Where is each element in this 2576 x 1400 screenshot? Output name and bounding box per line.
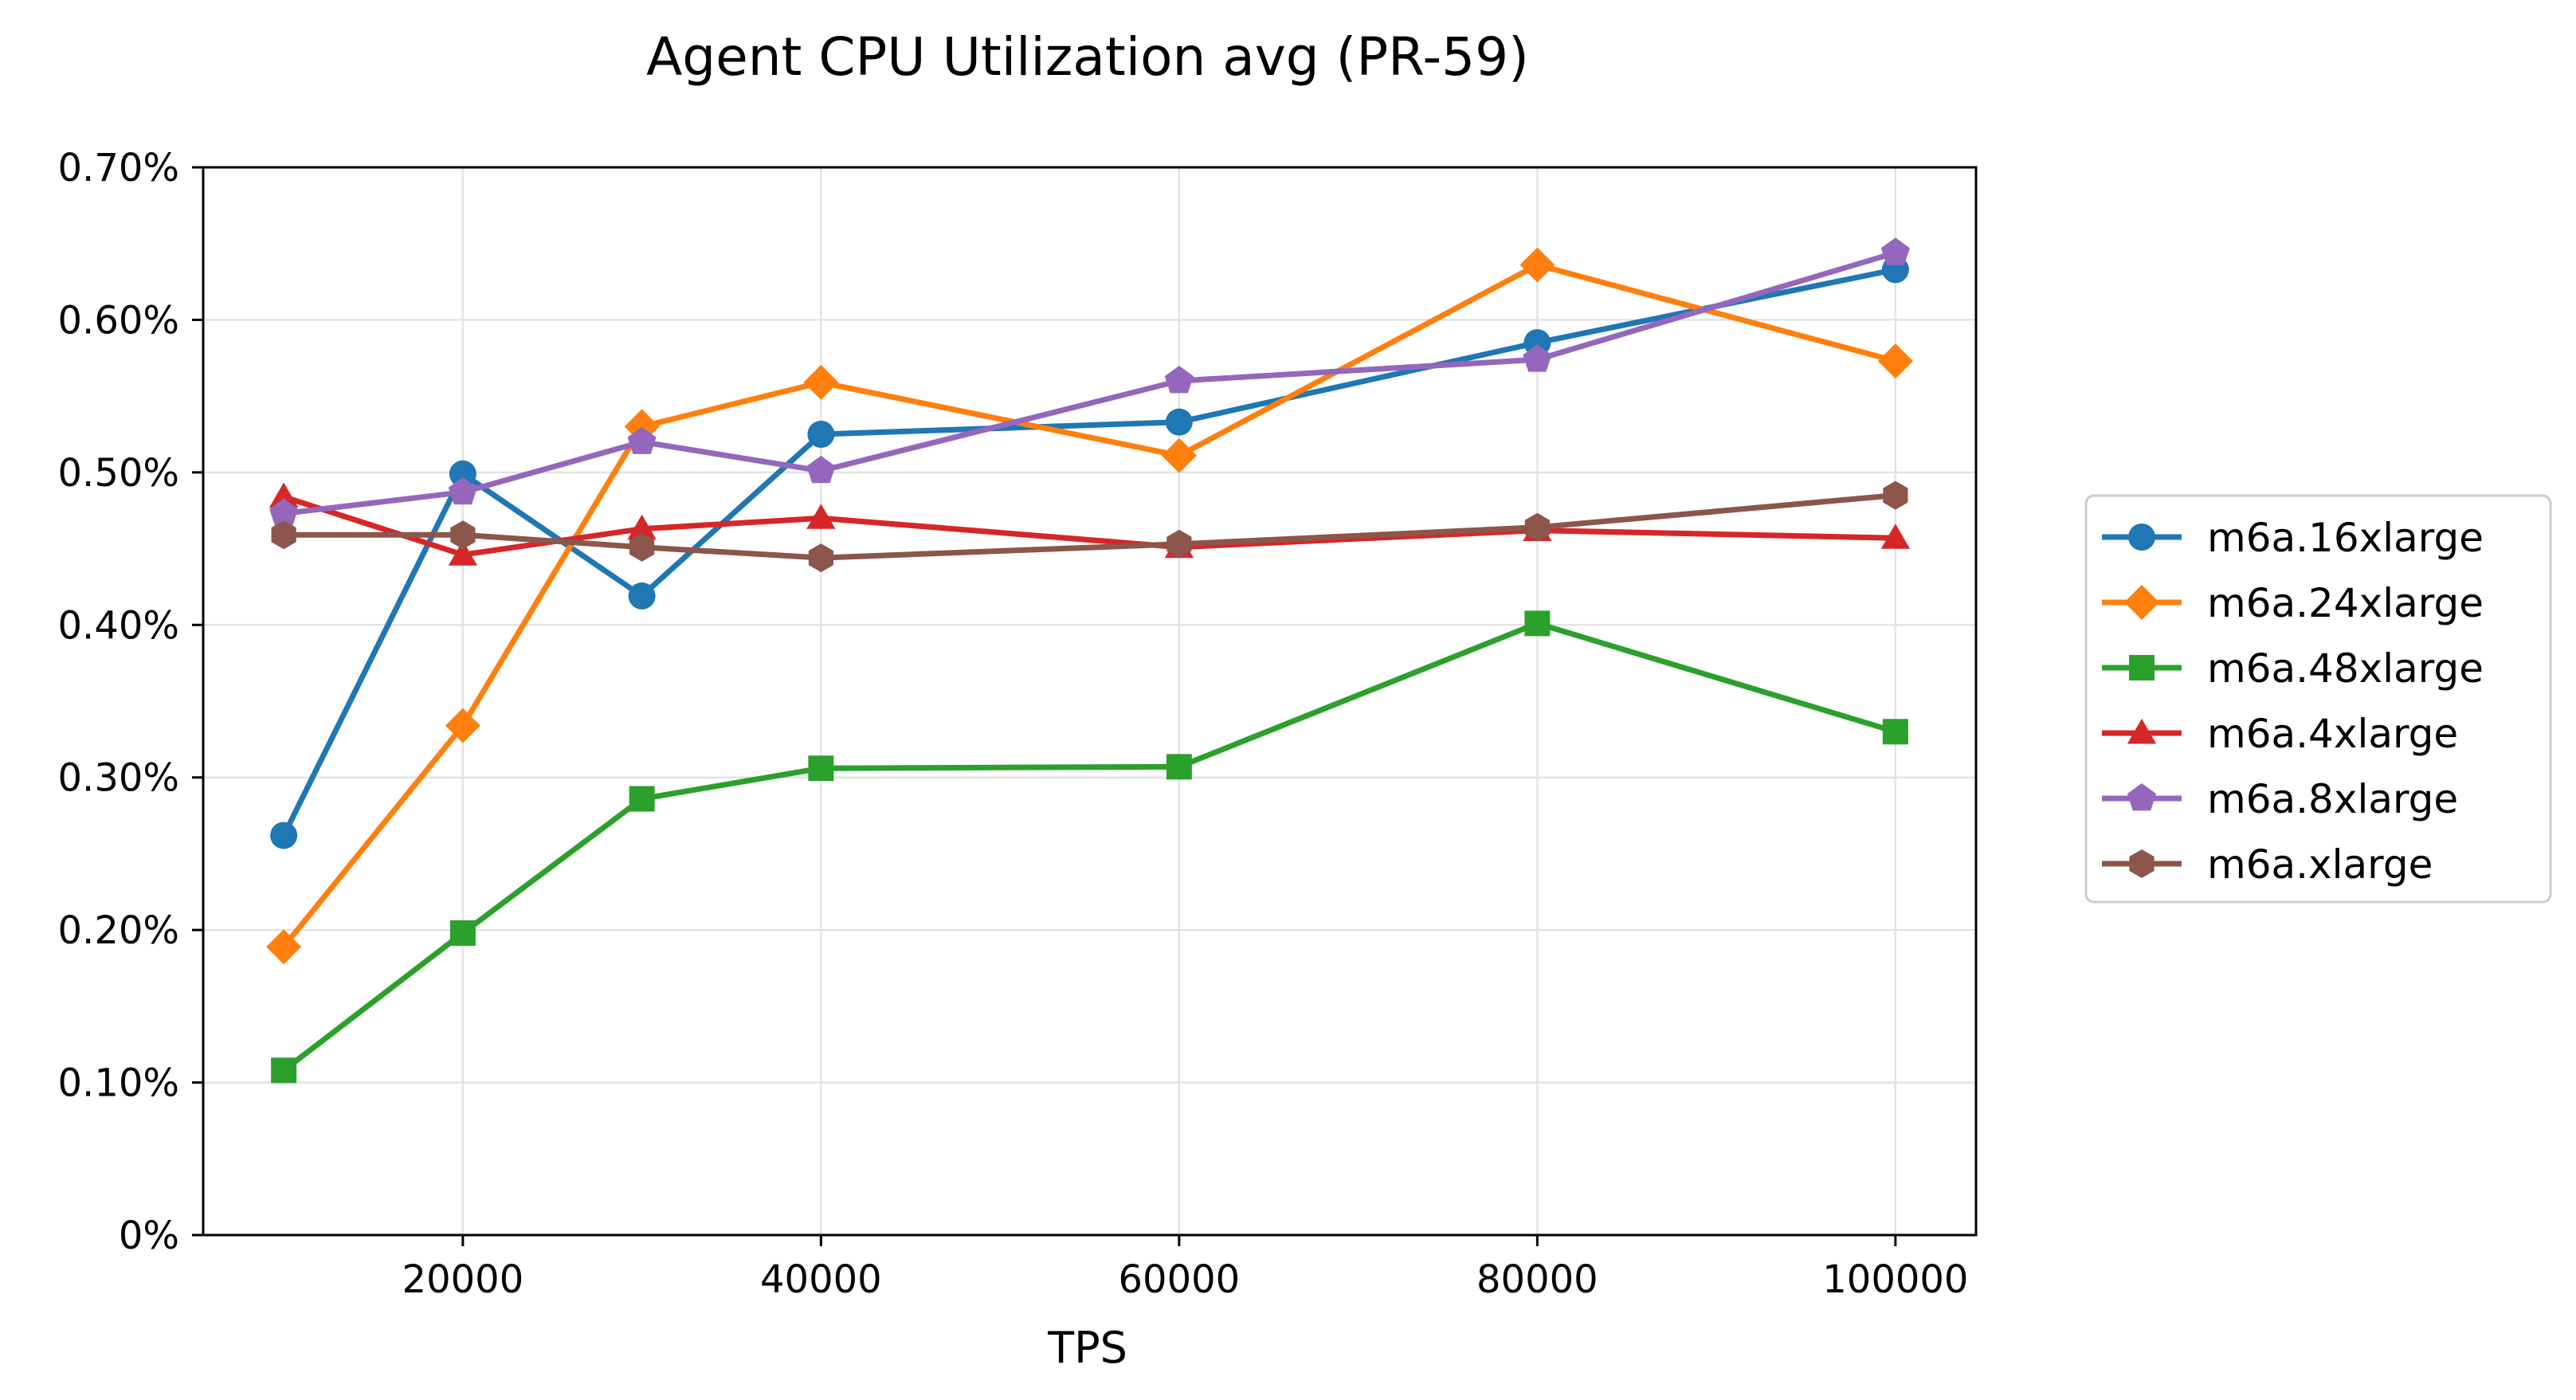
data-point xyxy=(1880,524,1911,549)
data-point xyxy=(806,504,836,529)
data-point xyxy=(271,1057,297,1084)
x-tick-label: 80000 xyxy=(1476,1257,1598,1302)
y-tick-label: 0.20% xyxy=(58,908,179,953)
data-point xyxy=(1880,237,1910,265)
data-point xyxy=(808,755,834,782)
legend-label: m6a.xlarge xyxy=(2207,841,2433,888)
y-tick-label: 0.10% xyxy=(58,1061,179,1106)
series-m6a.8xlarge xyxy=(269,237,1910,526)
legend-item: m6a.xlarge xyxy=(2102,841,2433,888)
legend-marker xyxy=(2127,783,2157,811)
data-point xyxy=(269,482,299,508)
data-point xyxy=(269,498,299,526)
grid xyxy=(203,166,1976,1237)
data-point xyxy=(1161,437,1197,473)
data-point xyxy=(1877,343,1913,379)
series-m6a.4xlarge xyxy=(269,482,1911,566)
x-tick-label: 60000 xyxy=(1119,1257,1241,1302)
data-point xyxy=(448,476,477,505)
legend-label: m6a.16xlarge xyxy=(2207,515,2484,561)
data-point xyxy=(266,929,302,965)
y-tick-label: 0% xyxy=(119,1214,179,1258)
data-point xyxy=(1519,247,1555,283)
data-point xyxy=(1164,366,1194,394)
data-point xyxy=(1883,480,1908,510)
x-tick-label: 100000 xyxy=(1822,1257,1968,1302)
data-point xyxy=(449,920,476,946)
legend-marker xyxy=(2129,849,2155,878)
y-tick-label: 0.50% xyxy=(58,451,179,496)
data-point xyxy=(629,786,655,812)
data-point xyxy=(807,421,835,448)
series-m6a.24xlarge xyxy=(266,247,1913,965)
data-point xyxy=(1166,754,1192,780)
data-point xyxy=(803,364,839,400)
series-m6a.16xlarge xyxy=(270,256,1909,849)
data-point xyxy=(806,455,836,484)
legend-label: m6a.8xlarge xyxy=(2207,776,2458,822)
data-point xyxy=(450,520,476,550)
data-point xyxy=(628,582,656,610)
plot-frame xyxy=(202,166,1978,1237)
legend-item: m6a.16xlarge xyxy=(2102,515,2484,561)
data-point xyxy=(808,543,833,573)
chart-title: Agent CPU Utilization avg (PR-59) xyxy=(646,26,1529,88)
y-tick-label: 0.30% xyxy=(58,756,179,801)
data-point xyxy=(1165,408,1193,436)
data-point xyxy=(271,520,296,550)
legend-marker xyxy=(2128,524,2155,551)
series-line xyxy=(280,620,1899,1073)
legend-item: m6a.4xlarge xyxy=(2102,711,2458,757)
data-point xyxy=(449,460,476,488)
legend-label: m6a.4xlarge xyxy=(2207,711,2458,757)
data-point xyxy=(1524,610,1551,637)
data-point xyxy=(627,426,657,454)
y-tick-label: 0.70% xyxy=(58,146,179,190)
series-line xyxy=(280,249,1899,516)
series-line xyxy=(280,266,1899,838)
data-point xyxy=(1166,529,1192,559)
axes: 20000 40000 60000 80000 100000 0% 0.10% 0.20% 0.… xyxy=(58,146,1978,1302)
y-tick-label: 0.60% xyxy=(58,298,179,343)
data-point xyxy=(1882,719,1908,745)
series-m6a.48xlarge xyxy=(271,610,1908,1084)
legend-item: m6a.48xlarge xyxy=(2102,645,2484,692)
x-tick-label: 20000 xyxy=(402,1257,524,1302)
series-m6a.xlarge xyxy=(271,480,1908,573)
legend-label: m6a.48xlarge xyxy=(2207,645,2484,692)
legend-item: m6a.8xlarge xyxy=(2102,776,2458,822)
legend-marker xyxy=(2129,655,2155,680)
legend-item: m6a.24xlarge xyxy=(2102,580,2484,626)
data-point xyxy=(270,822,298,849)
series-group xyxy=(266,237,1913,1084)
data-point xyxy=(445,708,480,743)
legend-marker xyxy=(2127,719,2157,744)
legend-box xyxy=(2084,494,2552,904)
data-point xyxy=(629,532,655,562)
x-tick-label: 40000 xyxy=(760,1257,882,1302)
data-point xyxy=(448,540,478,566)
legend-marker xyxy=(2124,585,2159,620)
legend-label: m6a.24xlarge xyxy=(2207,580,2484,626)
data-point xyxy=(1523,344,1552,372)
legend: m6a.16xlarge m6a.24xlarge m6a.48xlarge m6a.… xyxy=(2084,494,2552,904)
data-point xyxy=(627,514,657,540)
series-line xyxy=(280,262,1899,950)
x-axis-label: TPS xyxy=(1047,1323,1127,1373)
data-point xyxy=(1524,512,1550,542)
y-tick-label: 0.40% xyxy=(58,603,179,648)
